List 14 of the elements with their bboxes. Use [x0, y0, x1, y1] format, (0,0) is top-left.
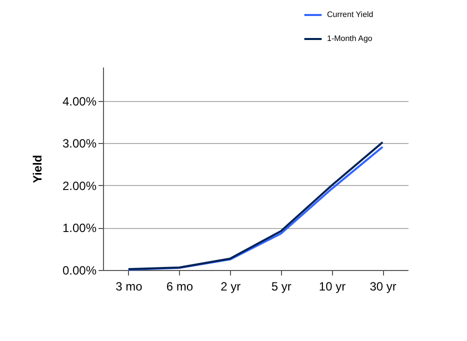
- x-tick-label: 2 yr: [220, 280, 241, 294]
- y-tick-label: 4.00%: [62, 94, 97, 108]
- y-tick-label: 1.00%: [62, 221, 97, 236]
- y-tick-label: 2.00%: [62, 178, 97, 193]
- legend-label: 1-Month Ago: [327, 34, 373, 43]
- x-tick-label: 6 mo: [166, 280, 194, 294]
- legend-label: Current Yield: [327, 10, 374, 19]
- x-tick-label: 30 yr: [370, 280, 396, 294]
- x-tick-label: 10 yr: [318, 280, 346, 294]
- y-tick-label: 0.00%: [62, 264, 97, 278]
- x-tick-label: 5 yr: [271, 280, 292, 294]
- x-tick-label: 3 mo: [116, 280, 143, 294]
- y-tick-label: 3.00%: [62, 136, 97, 151]
- y-axis-title: Yield: [30, 154, 44, 184]
